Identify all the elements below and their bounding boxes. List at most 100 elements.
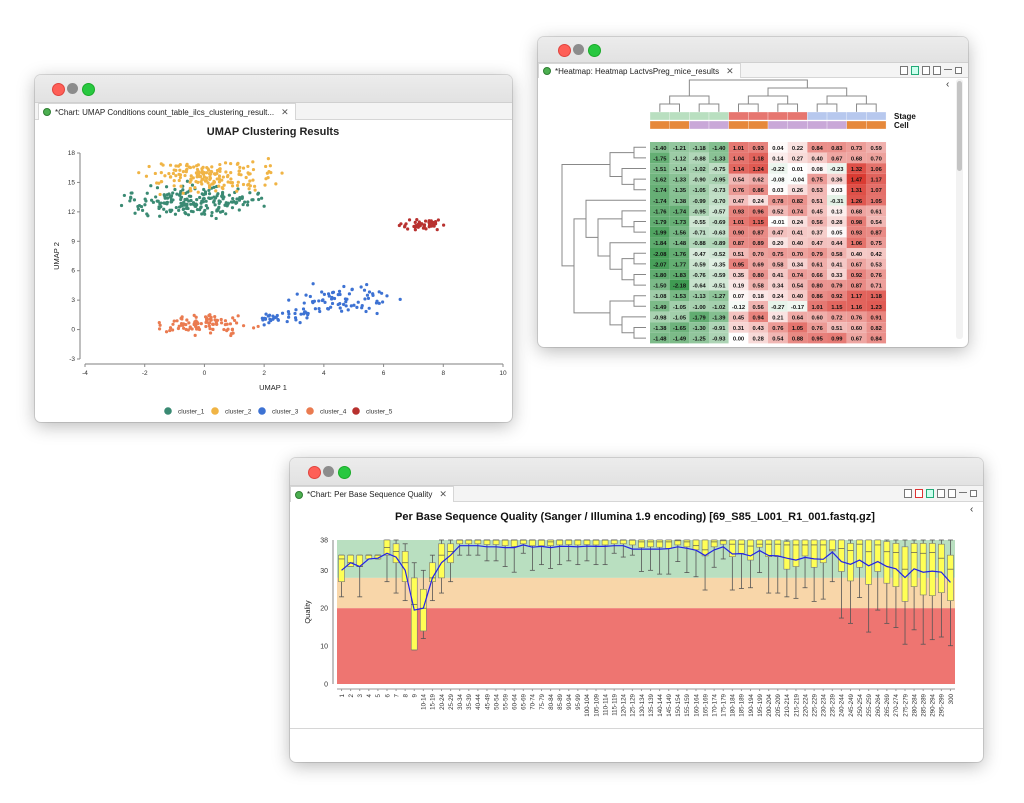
- close-window-button[interactable]: [308, 465, 321, 479]
- scatter-point-cluster_1: [128, 199, 132, 203]
- export-excel-icon[interactable]: [926, 489, 934, 498]
- tab-umap-chart[interactable]: *Chart: UMAP Conditions count_table_ilcs…: [38, 103, 296, 120]
- heatmap-cell: [866, 216, 887, 227]
- heatmap-cell: [846, 269, 867, 280]
- box: [501, 539, 509, 546]
- heatmap-cell-value: -0.35: [712, 262, 726, 268]
- scatter-point-cluster_2: [263, 183, 267, 187]
- scatter-point-cluster_2: [239, 173, 243, 177]
- scatter-point-cluster_2: [214, 189, 218, 193]
- x-tick-label: 35-39: [466, 693, 473, 709]
- close-window-button[interactable]: [52, 82, 65, 96]
- heatmap-window: *Heatmap: Heatmap LactvsPreg_mice_result…: [538, 37, 968, 347]
- column-dendrogram-branch: [698, 103, 720, 112]
- x-tick-label: 210-214: [784, 693, 791, 716]
- scatter-point-cluster_1: [241, 202, 245, 207]
- zoom-window-button[interactable]: [338, 465, 351, 479]
- scatter-point-cluster_2: [178, 168, 182, 172]
- save-icon[interactable]: [937, 489, 945, 498]
- scatter-point-cluster_2: [225, 175, 230, 179]
- heatmap-cell-value: 0.95: [812, 337, 824, 343]
- scatter-point-cluster_5: [431, 222, 435, 226]
- save-as-icon[interactable]: [948, 489, 956, 498]
- scatter-point-cluster_1: [159, 201, 163, 205]
- scatter-point-cluster_1: [179, 191, 183, 195]
- scatter-point-cluster_3: [266, 314, 270, 318]
- scatter-point-cluster_4: [195, 322, 199, 326]
- title-bar[interactable]: [290, 458, 983, 486]
- heatmap-cell: [650, 184, 670, 195]
- heatmap-cell: [866, 269, 887, 280]
- heatmap-cell: [846, 173, 867, 185]
- heatmap-cell: [866, 311, 887, 323]
- collapse-panel-icon[interactable]: ‹: [970, 504, 974, 515]
- close-tab-icon[interactable]: ✕: [439, 489, 447, 499]
- legend-label: cluster_1: [178, 409, 205, 416]
- heatmap-cell-value: 0.41: [792, 231, 804, 237]
- scatter-point-cluster_2: [179, 184, 183, 188]
- tab-heatmap[interactable]: *Heatmap: Heatmap LactvsPreg_mice_result…: [538, 63, 741, 78]
- heatmap-cell-value: 0.51: [831, 326, 843, 332]
- x-tick-label: 255-259: [866, 693, 873, 716]
- x-tick-label: 6: [384, 693, 391, 697]
- scatter-point-cluster_1: [199, 201, 203, 205]
- scatter-point-cluster_1: [201, 197, 205, 201]
- row-dendrogram-branch: [561, 164, 610, 267]
- minimize-window-button[interactable]: [67, 82, 78, 94]
- minimize-view-icon[interactable]: [959, 492, 967, 493]
- export-pdf-icon[interactable]: [915, 489, 923, 498]
- heatmap-cell-value: 0.89: [753, 241, 765, 247]
- minimize-view-icon[interactable]: [944, 68, 952, 70]
- heatmap-cell: [669, 322, 690, 333]
- scatter-point-cluster_1: [171, 191, 175, 195]
- scatter-point-cluster_1: [256, 192, 260, 196]
- stage-annotation-cell: [866, 111, 887, 121]
- box: [483, 539, 491, 545]
- title-bar[interactable]: [538, 37, 968, 63]
- heatmap-cell-value: 0.03: [772, 188, 784, 194]
- collapse-panel-icon[interactable]: ‹: [946, 79, 950, 90]
- scatter-point-cluster_1: [133, 211, 137, 215]
- heatmap-cell-value: -1.74: [653, 188, 667, 194]
- zoom-window-button[interactable]: [82, 82, 95, 96]
- close-window-button[interactable]: [558, 43, 571, 57]
- export-excel-icon[interactable]: [911, 65, 919, 75]
- heatmap-cell: [748, 332, 769, 344]
- maximize-view-icon[interactable]: [970, 490, 977, 497]
- x-tick-label: 140-144: [657, 693, 664, 716]
- scrollbar-thumb[interactable]: [957, 81, 962, 171]
- heatmap-cell-value: 0.60: [851, 326, 862, 332]
- zoom-window-button[interactable]: [588, 43, 601, 57]
- scatter-point-cluster_1: [159, 205, 163, 209]
- close-tab-icon[interactable]: ✕: [726, 65, 734, 76]
- heatmap-cell-value: 0.87: [851, 284, 862, 290]
- heatmap-cell: [768, 322, 788, 333]
- heatmap-cell-value: -0.57: [712, 209, 725, 215]
- close-tab-icon[interactable]: ✕: [281, 106, 289, 117]
- minimize-window-button[interactable]: [323, 465, 334, 477]
- scatter-point-cluster_4: [180, 315, 184, 319]
- scatter-point-cluster_2: [159, 171, 163, 175]
- tab-quality-chart[interactable]: *Chart: Per Base Sequence Quality ✕: [290, 486, 454, 502]
- maximize-view-icon[interactable]: [955, 66, 962, 74]
- heatmap-cell-value: 0.68: [851, 209, 863, 215]
- title-bar[interactable]: [35, 75, 512, 103]
- minimize-window-button[interactable]: [573, 43, 584, 55]
- box: [719, 539, 727, 545]
- scatter-point-cluster_4: [177, 324, 181, 328]
- view-toolbar: [900, 63, 962, 77]
- scatter-point-cluster_2: [177, 178, 181, 183]
- scatter-point-cluster_1: [179, 197, 183, 202]
- scatter-point-cluster_4: [219, 321, 224, 325]
- vertical-scrollbar[interactable]: [956, 79, 963, 339]
- x-tick-label: 7: [393, 693, 400, 697]
- export-image-icon[interactable]: [904, 489, 912, 498]
- heatmap-cell-value: 0.60: [812, 315, 823, 321]
- save-icon[interactable]: [922, 65, 930, 75]
- save-as-icon[interactable]: [933, 65, 941, 75]
- scatter-point-cluster_3: [308, 294, 312, 299]
- scatter-point-cluster_3: [349, 304, 353, 308]
- export-image-icon[interactable]: [900, 65, 908, 75]
- heatmap-cell: [807, 195, 828, 206]
- heatmap-tab-icon: [543, 67, 551, 75]
